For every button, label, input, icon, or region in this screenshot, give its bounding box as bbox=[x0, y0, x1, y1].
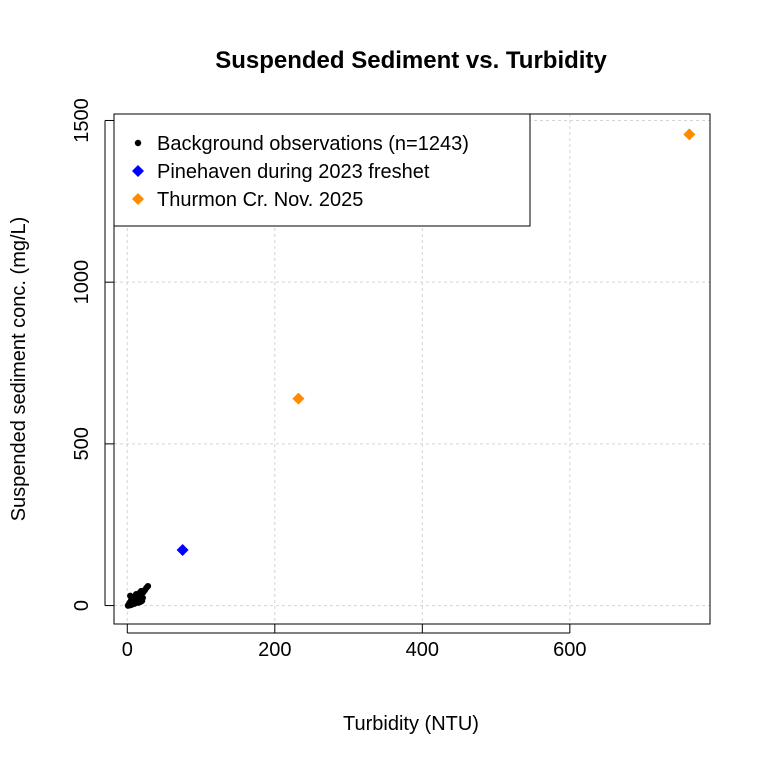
legend-box bbox=[113, 113, 531, 227]
data-point-background bbox=[144, 582, 152, 590]
legend-label: Background observations (n=1243) bbox=[157, 133, 469, 155]
legend-marker bbox=[134, 139, 142, 147]
data-point-diamond bbox=[683, 128, 696, 141]
data-point-background bbox=[129, 596, 137, 603]
x-tick-label: 200 bbox=[258, 639, 291, 661]
x-axis: 0 200 400 600 bbox=[122, 624, 587, 661]
legend-label: Thurmon Cr. Nov. 2025 bbox=[157, 189, 363, 211]
x-axis-label: Turbidity (NTU) bbox=[343, 713, 479, 735]
y-tick-label: 0 bbox=[71, 600, 93, 611]
x-tick-label: 600 bbox=[553, 639, 586, 661]
data-point-background bbox=[139, 594, 146, 602]
y-tick-label: 1000 bbox=[71, 260, 93, 305]
y-tick-label: 500 bbox=[71, 427, 93, 460]
legend: Background observations (n=1243) Pinehave… bbox=[113, 113, 531, 227]
y-axis: 0 500 1000 1500 bbox=[71, 98, 114, 611]
y-tick-label: 1500 bbox=[71, 98, 93, 143]
x-tick-label: 400 bbox=[406, 639, 439, 661]
legend-marker bbox=[132, 193, 144, 205]
data-points bbox=[124, 128, 696, 609]
y-axis-label: Suspended sediment conc. (mg/L) bbox=[8, 217, 30, 522]
legend-marker bbox=[132, 165, 144, 177]
legend-label: Pinehaven during 2023 freshet bbox=[157, 161, 430, 183]
data-point-diamond bbox=[292, 392, 305, 405]
x-tick-label: 0 bbox=[122, 639, 133, 661]
chart-title: Suspended Sediment vs. Turbidity bbox=[215, 47, 607, 74]
data-point-diamond bbox=[176, 543, 189, 556]
data-point-background bbox=[135, 599, 142, 606]
